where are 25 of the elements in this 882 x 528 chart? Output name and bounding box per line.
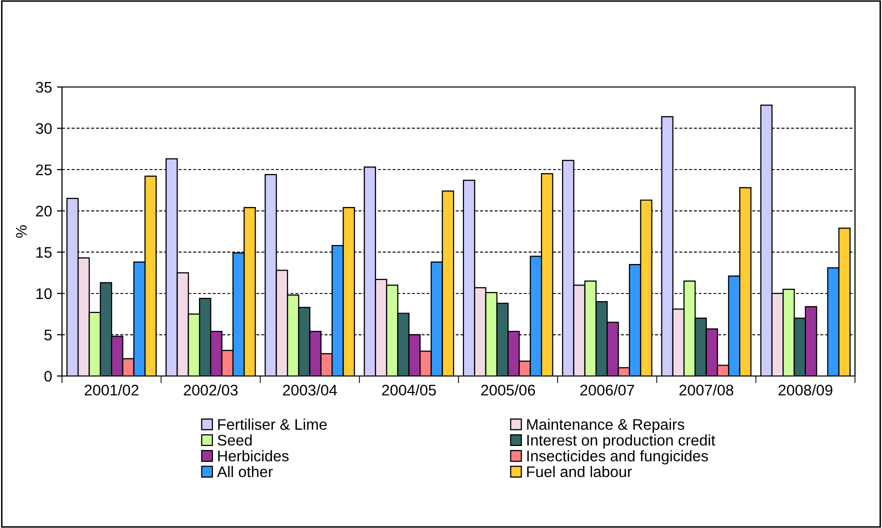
legend-label: Fuel and labour [527, 466, 632, 478]
y-tick-label: 30 [36, 123, 52, 134]
x-tick-label: 2003/04 [282, 384, 337, 396]
y-tick-label: 35 [36, 82, 52, 93]
x-tick-label: 2004/05 [382, 384, 436, 396]
x-tick-label: 2007/08 [679, 384, 734, 396]
legend-label: Interest on production credit [527, 434, 716, 449]
y-tick-label: 15 [36, 247, 52, 258]
y-tick-label: 10 [36, 288, 52, 300]
y-tick-label: 25 [36, 164, 52, 176]
y-tick-label: 5 [44, 330, 52, 340]
x-tick-label: 2005/06 [481, 384, 536, 396]
x-tick-label: 2006/07 [580, 384, 634, 396]
y-tick-label: 20 [36, 206, 52, 217]
legend-label: Fertiliser & Lime [218, 418, 327, 430]
x-tick-label: 2008/09 [778, 384, 832, 396]
legend-label: Herbicides [218, 450, 289, 462]
y-tick-label: 0 [44, 370, 52, 382]
legend-label: Seed [218, 434, 252, 446]
legend-label: Maintenance & Repairs [527, 418, 684, 433]
y-axis-title: % [16, 225, 27, 238]
legend-label: All other [217, 466, 273, 478]
legend-label: Insecticides and fungicides [527, 450, 708, 464]
x-tick-label: 2002/03 [184, 384, 238, 396]
x-tick-label: 2001/02 [84, 384, 138, 396]
